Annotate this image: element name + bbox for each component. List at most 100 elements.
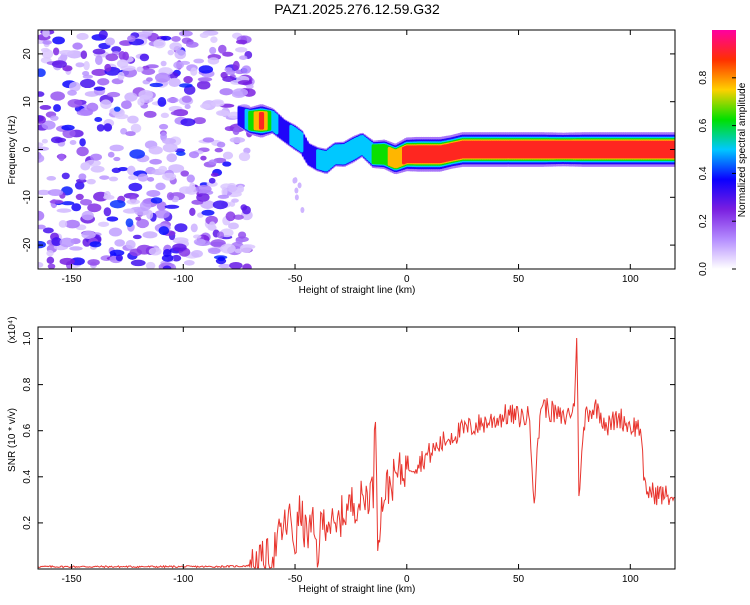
noise-blob <box>162 172 177 181</box>
noise-blob <box>174 223 188 233</box>
snr-y-exponent: (x10⁴) <box>7 316 18 343</box>
noise-blob <box>166 192 174 201</box>
spectrogram-y-ticks: -20 -10 0 10 20 <box>22 48 675 252</box>
noise-blob <box>75 193 84 201</box>
noise-blob <box>128 175 138 180</box>
noise-blob <box>100 99 112 110</box>
noise-blob <box>235 237 244 244</box>
noise-blob <box>158 165 168 173</box>
spectrogram-x-label: Height of straight line (km) <box>299 285 416 296</box>
spectrogram-y-tick-label: 10 <box>22 96 33 108</box>
noise-blob <box>42 30 50 38</box>
figure-title: PAZ1.2025.276.12.59.G32 <box>274 1 440 17</box>
snr-x-tick-label: -150 <box>62 574 82 585</box>
noise-blob <box>58 220 68 228</box>
noise-blob <box>190 223 198 233</box>
noise-blob <box>208 159 217 165</box>
noise-blob <box>80 50 88 60</box>
noise-blob <box>105 53 119 62</box>
colorbar: 0.0 0.2 0.4 0.6 0.8 Normalized spectral ampl… <box>698 30 748 276</box>
noise-blob <box>219 88 234 96</box>
noise-blob <box>235 69 245 75</box>
spectrogram-x-tick-label: -50 <box>288 274 303 285</box>
spectrogram-x-tick-label: 0 <box>404 274 410 285</box>
noise-blob <box>297 182 302 189</box>
noise-blob <box>69 246 83 251</box>
noise-blob <box>85 159 101 167</box>
noise-blob <box>162 137 177 145</box>
noise-blob <box>158 123 169 130</box>
noise-blob <box>164 204 180 209</box>
noise-blob <box>126 199 140 205</box>
noise-blob <box>94 117 103 122</box>
noise-blob <box>127 165 136 176</box>
spectrogram-x-tick-label: -150 <box>62 274 82 285</box>
noise-blob <box>180 170 189 177</box>
colorbar-tick-label: 0.2 <box>698 214 709 228</box>
noise-blob <box>148 247 162 256</box>
noise-blob <box>231 198 239 203</box>
noise-blob <box>193 238 206 246</box>
noise-blob <box>89 241 102 248</box>
noise-blob <box>222 151 234 160</box>
noise-blob <box>99 175 110 180</box>
spectrogram-y-label: Frequency (Hz) <box>7 116 18 185</box>
noise-blob <box>83 60 90 71</box>
noise-blob <box>86 102 99 112</box>
noise-blob <box>64 219 80 229</box>
noise-blob <box>195 184 212 194</box>
noise-blob <box>87 203 102 213</box>
noise-blob <box>51 237 62 247</box>
noise-blob <box>76 32 89 41</box>
snr-y-tick-label: 0.6 <box>22 423 33 437</box>
noise-blob <box>209 46 217 55</box>
noise-blob <box>300 206 305 213</box>
noise-blob <box>150 197 163 204</box>
noise-blob <box>130 259 146 267</box>
noise-blob <box>222 161 232 167</box>
noise-blob <box>104 63 112 72</box>
noise-blob <box>39 105 52 110</box>
noise-blob <box>211 100 225 107</box>
noise-blob <box>46 176 57 181</box>
noise-blob <box>113 156 121 162</box>
noise-blob <box>136 218 150 229</box>
noise-blob <box>136 244 153 255</box>
noise-blob <box>55 137 67 143</box>
noise-blob <box>160 112 170 118</box>
colorbar-tick-label: 0.4 <box>698 166 709 180</box>
noise-blob <box>149 158 162 165</box>
noise-blob <box>162 143 178 153</box>
noise-blob <box>143 199 153 204</box>
noise-blob <box>229 136 246 144</box>
snr-x-tick-label: 0 <box>404 574 410 585</box>
noise-blob <box>232 60 240 71</box>
noise-blob <box>58 49 74 55</box>
noise-blob <box>56 208 72 213</box>
noise-blob <box>168 164 185 173</box>
noise-blob <box>59 257 75 266</box>
noise-blob <box>67 89 77 96</box>
noise-blob <box>142 231 158 239</box>
noise-blob <box>38 115 46 124</box>
snr-x-tick-label: -50 <box>288 574 303 585</box>
noise-blob <box>202 137 215 143</box>
noise-blob <box>188 151 200 159</box>
noise-blob <box>138 89 154 100</box>
noise-blob <box>185 41 199 48</box>
noise-blob <box>146 77 153 82</box>
noise-blob <box>50 115 59 121</box>
noise-blob <box>90 165 105 173</box>
noise-blob <box>237 80 253 86</box>
noise-blob <box>72 42 83 50</box>
noise-blob <box>81 230 96 239</box>
noise-blob <box>120 128 128 135</box>
noise-blob <box>109 144 124 152</box>
noise-blob <box>146 190 161 197</box>
noise-blob <box>189 207 196 217</box>
noise-blob <box>95 55 103 66</box>
noise-blob <box>135 216 142 221</box>
snr-y-ticks: 0.2 0.4 0.6 0.8 1.0 <box>22 331 675 530</box>
